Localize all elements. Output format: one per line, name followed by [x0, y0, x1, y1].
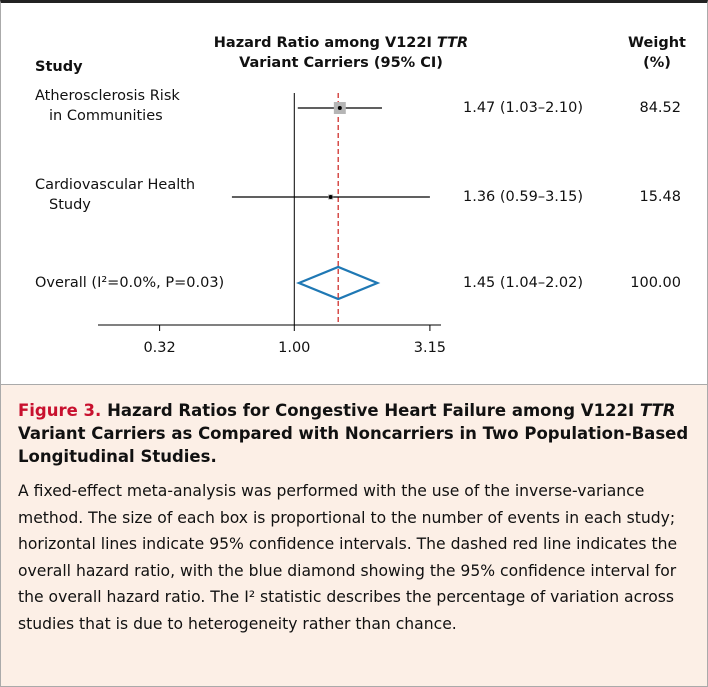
weight-label: 100.00 — [630, 275, 681, 291]
study-label: in Communities — [49, 108, 163, 124]
header-part: TTR — [436, 35, 469, 51]
study-label: Atherosclerosis Risk — [35, 88, 180, 104]
overall-label: Overall (I²=0.0%, P=0.03) — [35, 275, 225, 291]
caption-title-part: TTR — [639, 401, 676, 420]
ci-label: 1.36 (0.59–3.15) — [463, 189, 584, 205]
caption-label: Figure 3. — [18, 401, 102, 420]
study-label: Cardiovascular Health — [35, 177, 196, 193]
x-tick-label: 0.32 — [143, 340, 176, 356]
weight-label: 15.48 — [639, 189, 681, 205]
caption-title-part: Hazard Ratios for Congestive Heart Failu… — [107, 401, 635, 420]
weight-label: 84.52 — [639, 100, 681, 116]
header-part: Hazard Ratio among V122I — [213, 35, 432, 51]
caption-title-part: Variant Carriers as Compared with Noncar… — [18, 424, 689, 466]
caption: Figure 3. Hazard Ratios for Congestive H… — [0, 384, 708, 687]
study-header: Study — [35, 59, 83, 75]
overall-diamond — [296, 265, 381, 301]
x-tick-label: 3.15 — [413, 340, 447, 356]
study-label: Study — [49, 197, 91, 213]
ci-label: 1.47 (1.03–2.10) — [463, 100, 584, 116]
ci-label: 1.45 (1.04–2.02) — [463, 275, 584, 291]
weight-header: Weight (%) — [628, 35, 686, 71]
plot-area — [98, 93, 441, 331]
forest-plot: Study Hazard Ratio among V122I TTR Varian… — [0, 0, 708, 385]
estimate-point — [328, 195, 333, 199]
x-tick-label: 1.00 — [278, 340, 311, 356]
estimate-point — [337, 106, 342, 110]
header-part: Variant Carriers (95% CI) — [239, 55, 443, 71]
caption-text: A fixed-effect meta-analysis was perform… — [18, 482, 678, 633]
estimate-header: Hazard Ratio among V122I TTR Variant Carr… — [191, 33, 491, 73]
caption-title: Figure 3. Hazard Ratios for Congestive H… — [18, 399, 690, 468]
